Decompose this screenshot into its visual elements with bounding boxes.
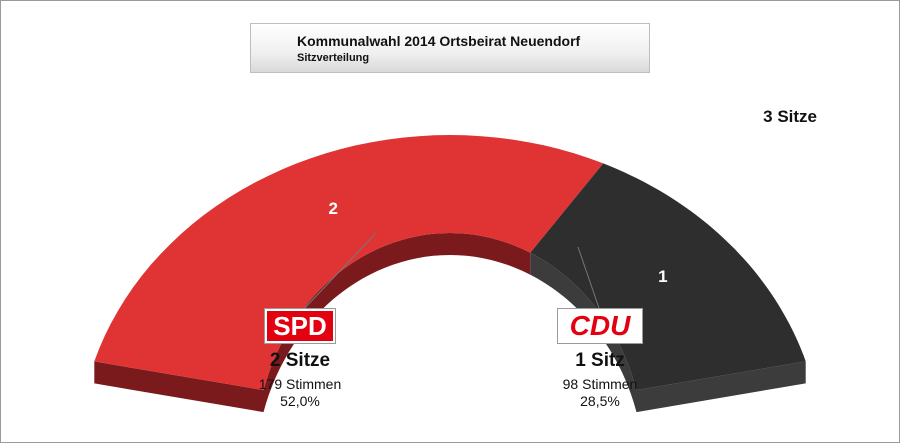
arc-inner-side-cdu <box>530 252 637 413</box>
arc-segment-spd <box>94 135 604 391</box>
cdu-percent: 28,5% <box>580 393 620 409</box>
title-box: Kommunalwahl 2014 Ortsbeirat Neuendorf S… <box>250 23 650 73</box>
leader-line-spd <box>301 232 377 312</box>
arc-labels: 2 1 <box>328 199 667 286</box>
spd-seats: 2 Sitze <box>269 350 331 371</box>
cdu-votes: 98 Stimmen <box>562 376 638 392</box>
chart-title: Kommunalwahl 2014 Ortsbeirat Neuendorf <box>297 33 581 49</box>
cdu-logo-text: CDU <box>563 311 637 341</box>
seat-value-label-cdu: 1 <box>658 267 667 286</box>
cdu-seats: 1 Sitz <box>575 350 625 371</box>
arc-inner-side-spd <box>263 233 531 413</box>
spd-votes: 179 Stimmen <box>258 376 342 392</box>
spd-percent: 52,0% <box>280 393 320 409</box>
leader-line-cdu <box>577 246 601 312</box>
spd-logo-text: SPD <box>267 311 333 341</box>
party-block-cdu: CDU 1 Sitz 98 Stimmen 28,5% <box>520 308 680 410</box>
spd-logo: SPD <box>264 308 336 344</box>
cdu-logo: CDU <box>556 308 644 344</box>
total-seats-label: 3 Sitze <box>763 107 817 126</box>
arc-segment-cdu <box>530 163 806 391</box>
arc-end-cap-spd <box>94 361 264 413</box>
arc-tops <box>94 135 806 391</box>
party-block-spd: SPD 2 Sitze 179 Stimmen 52,0% <box>220 308 380 410</box>
arc-end-cap-cdu <box>636 361 806 413</box>
arc-sides <box>94 233 806 413</box>
seat-value-label-spd: 2 <box>328 199 337 218</box>
chart-subtitle: Sitzverteilung <box>297 52 370 64</box>
